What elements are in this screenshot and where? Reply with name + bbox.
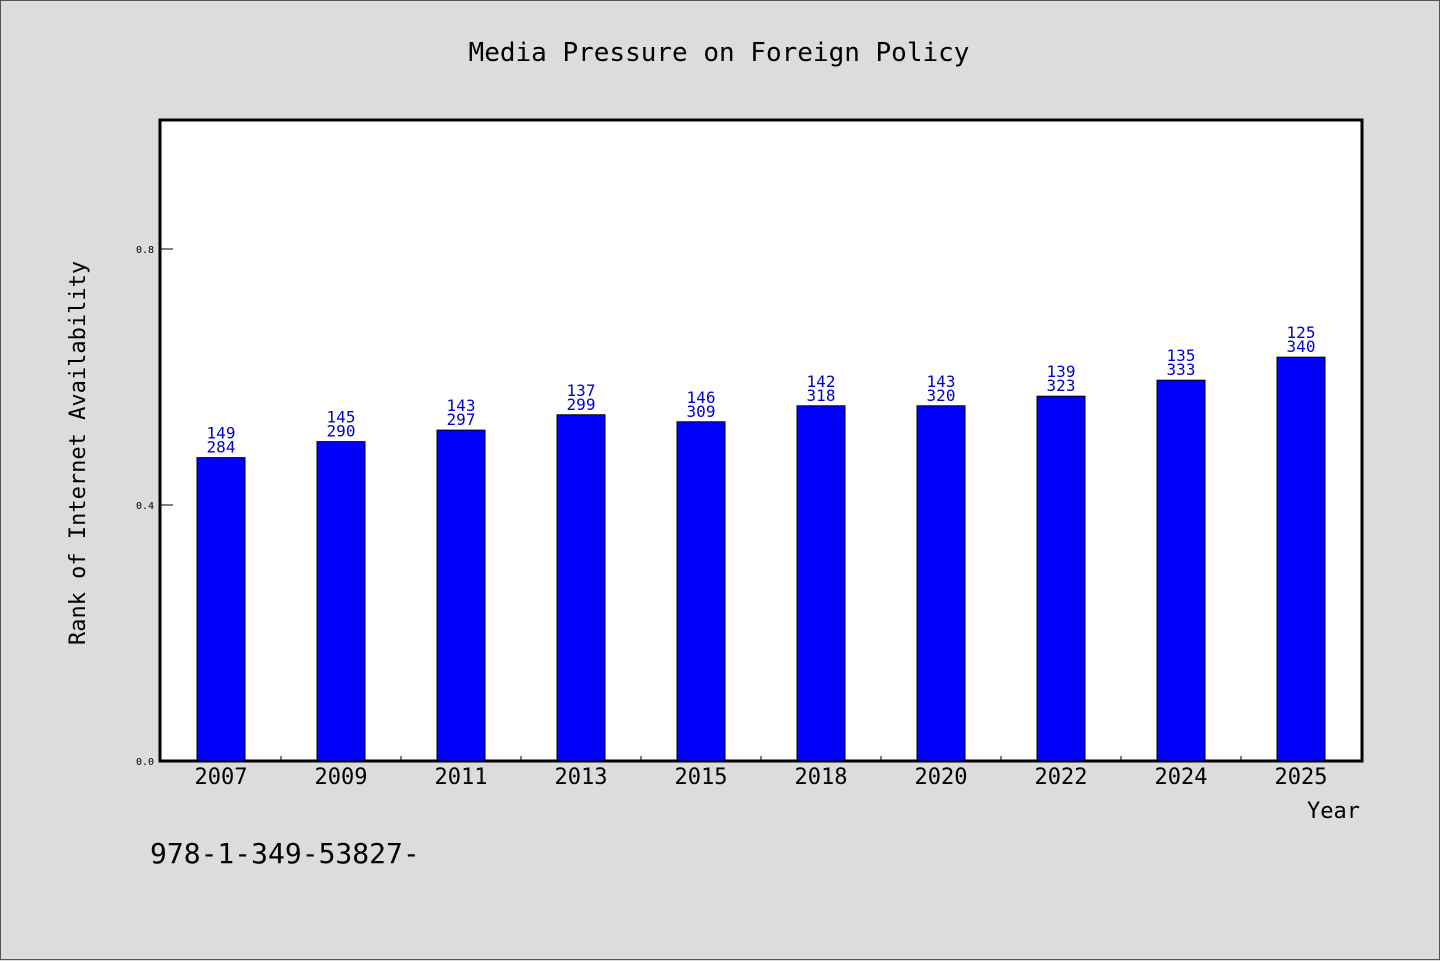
x-tick-label-2022: 2022: [1035, 765, 1088, 790]
bar-2013: [556, 414, 606, 762]
x-tick-label-2015: 2015: [675, 765, 728, 790]
bar-label-bottom-2020: 320: [927, 386, 956, 405]
x-axis-label: Year: [1307, 799, 1360, 824]
x-tick-label-2025: 2025: [1275, 765, 1328, 790]
bar-label-bottom-2007: 284: [207, 438, 236, 457]
y-tick-label: 0.4: [136, 501, 154, 512]
bar-2022: [1036, 395, 1086, 762]
bar-2024: [1156, 379, 1206, 762]
x-tick-label-2020: 2020: [915, 765, 968, 790]
x-tick-label-2024: 2024: [1155, 765, 1208, 790]
bar-2007: [196, 457, 246, 762]
bar-label-top-2018: 142: [807, 372, 836, 391]
x-tick-label-2007: 2007: [195, 765, 248, 790]
x-tick-label-2013: 2013: [555, 765, 608, 790]
bar-label-top-2011: 143: [447, 396, 476, 415]
bar-label-top-2009: 145: [327, 408, 356, 427]
bar-label-top-2022: 139: [1047, 362, 1076, 381]
y-tick-label: 0.8: [136, 245, 154, 256]
x-tick-label-2009: 2009: [315, 765, 368, 790]
y-axis-ticks: 0.0 0.4 0.8: [136, 245, 173, 768]
bar-label-top-2015: 146: [687, 388, 716, 407]
bar-label-top-2013: 137: [567, 381, 596, 400]
bar-label-bottom-2025: 340: [1287, 337, 1316, 356]
bar-2011: [436, 429, 486, 762]
x-tick-label-2011: 2011: [435, 765, 488, 790]
bar-label-top-2024: 135: [1167, 346, 1196, 365]
footnote-isbn: 978-1-349-53827-: [150, 837, 420, 870]
bar-label-bottom-2015: 309: [687, 402, 716, 421]
bars-group: [196, 356, 1326, 762]
bar-label-bottom-2013: 299: [567, 395, 596, 414]
bar-label-bottom-2011: 297: [447, 410, 476, 429]
bar-label-top-2025: 125: [1287, 323, 1316, 342]
y-axis-label: Rank of Internet Availability: [66, 261, 91, 645]
y-tick-label: 0.0: [136, 757, 154, 768]
bar-label-bottom-2018: 318: [807, 386, 836, 405]
bar-label-bottom-2009: 290: [327, 422, 356, 441]
x-axis-ticks: 2007 2009 2011 2013 2015 2018 2020 2022 2024 2025: [195, 756, 1328, 790]
bar-label-bottom-2022: 323: [1047, 376, 1076, 395]
bar-2009: [316, 441, 366, 762]
bar-label-top-2007: 149: [207, 424, 236, 443]
x-tick-label-2018: 2018: [795, 765, 848, 790]
bar-label-top-2020: 143: [927, 372, 956, 391]
bar-2025: [1276, 356, 1326, 762]
bar-2015: [676, 421, 726, 762]
chart-title: Media Pressure on Foreign Policy: [469, 38, 970, 68]
bar-2018: [796, 405, 846, 762]
bar-label-bottom-2024: 333: [1167, 360, 1196, 379]
bar-2020: [916, 405, 966, 762]
